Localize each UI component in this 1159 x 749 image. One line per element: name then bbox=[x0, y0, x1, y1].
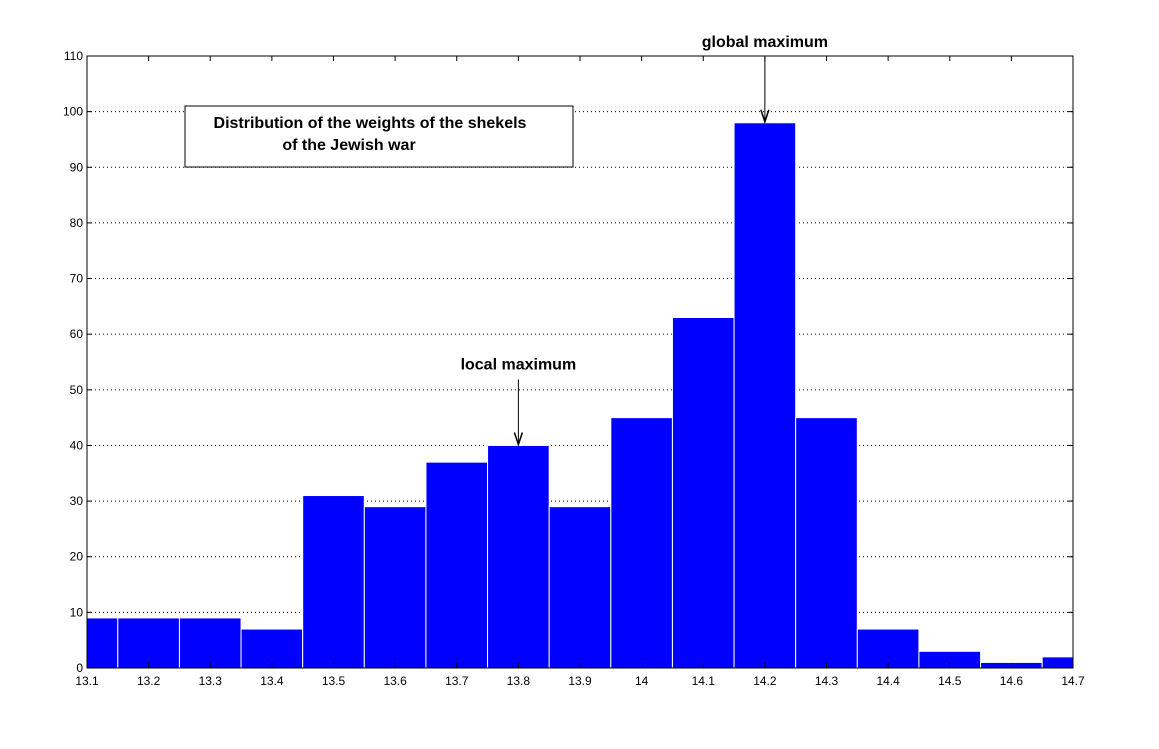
axis-ticks: 13.1 13.2 13.3 13.4 13.5 13.6 13.7 13.8 13.9 14 14… bbox=[63, 49, 1085, 688]
bar-0 bbox=[86, 617, 119, 669]
x-tick-label: 14.5 bbox=[938, 674, 962, 688]
y-tick-label: 0 bbox=[76, 661, 83, 675]
bar-3 bbox=[240, 628, 304, 669]
bar-12 bbox=[795, 417, 858, 669]
x-tick-label: 14.4 bbox=[876, 674, 900, 688]
x-tick-label: 13.7 bbox=[445, 674, 469, 688]
histogram-bars bbox=[86, 122, 1074, 669]
y-tick-label: 40 bbox=[70, 438, 84, 452]
legend-box-frame bbox=[184, 105, 574, 168]
x-tick-label: 13.9 bbox=[568, 674, 592, 688]
x-tick-label: 14.2 bbox=[753, 674, 777, 688]
x-tick-label: 14.7 bbox=[1061, 674, 1085, 688]
y-tick-label: 110 bbox=[64, 49, 83, 63]
x-tick-label: 13.1 bbox=[75, 674, 99, 688]
x-tick-label: 13.4 bbox=[260, 674, 284, 688]
bar-9 bbox=[610, 417, 673, 669]
global-maximum-label: global maximum bbox=[702, 34, 828, 51]
bar-11 bbox=[733, 122, 797, 669]
x-tick-label: 13.5 bbox=[322, 674, 346, 688]
x-tick-label: 13.3 bbox=[199, 674, 223, 688]
annotations: local maximum global maximum bbox=[461, 34, 828, 447]
bar-16 bbox=[1041, 656, 1074, 669]
bar-6 bbox=[425, 461, 489, 669]
x-tick-label: 14 bbox=[635, 674, 649, 688]
x-tick-label: 13.6 bbox=[383, 674, 407, 688]
x-tick-label: 14.1 bbox=[692, 674, 716, 688]
bar-13 bbox=[856, 628, 920, 669]
bar-5 bbox=[363, 506, 427, 669]
bar-7 bbox=[487, 444, 550, 669]
x-tick-label: 14.6 bbox=[1000, 674, 1024, 688]
y-tick-label: 30 bbox=[70, 494, 84, 508]
legend-line-2: of the Jewish war bbox=[282, 137, 415, 154]
bar-2 bbox=[178, 617, 242, 669]
bar-4 bbox=[302, 495, 365, 669]
y-tick-label: 50 bbox=[70, 383, 84, 397]
x-tick-label: 13.2 bbox=[137, 674, 161, 688]
y-tick-label: 90 bbox=[70, 160, 84, 174]
y-tick-label: 80 bbox=[70, 216, 84, 230]
bar-8 bbox=[548, 506, 612, 669]
y-tick-label: 10 bbox=[70, 605, 84, 619]
y-tick-label: 100 bbox=[63, 105, 83, 119]
y-tick-label: 20 bbox=[70, 550, 84, 564]
bar-1 bbox=[117, 617, 180, 669]
local-maximum-arrow-head bbox=[513, 432, 524, 447]
legend-line-1: Distribution of the weights of the sheke… bbox=[214, 115, 527, 132]
x-tick-label: 14.3 bbox=[815, 674, 839, 688]
y-tick-label: 60 bbox=[70, 327, 84, 341]
bar-10 bbox=[671, 316, 735, 669]
x-tick-label: 13.8 bbox=[507, 674, 531, 688]
legend-box: Distribution of the weights of the sheke… bbox=[184, 105, 574, 168]
local-maximum-label: local maximum bbox=[461, 356, 577, 373]
global-maximum-arrow-head bbox=[760, 109, 770, 125]
y-tick-label: 70 bbox=[70, 272, 84, 286]
